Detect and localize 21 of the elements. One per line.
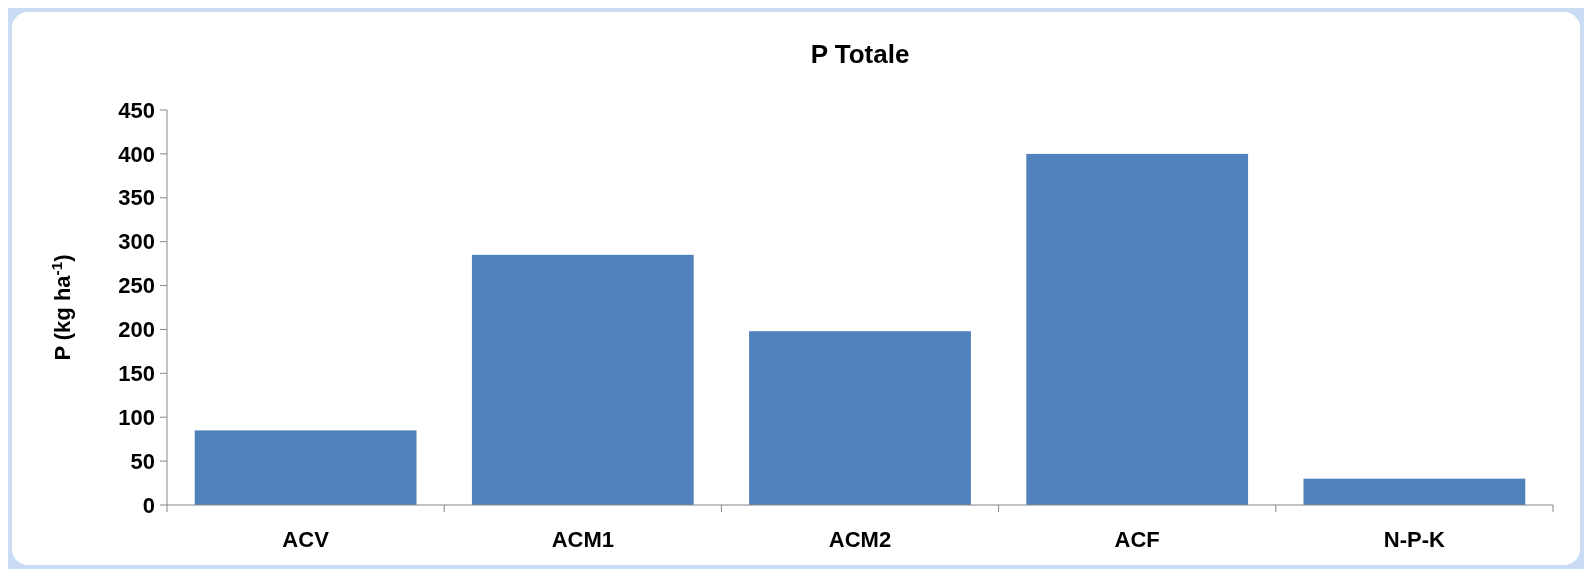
y-tick-label: 300 xyxy=(118,229,155,255)
x-tick-label: ACV xyxy=(282,527,330,552)
bar xyxy=(194,430,417,505)
bar xyxy=(471,254,694,505)
y-tick-label: 250 xyxy=(118,273,155,299)
y-tick-label: 400 xyxy=(118,141,155,167)
bar xyxy=(1303,478,1526,505)
y-tick-label: 0 xyxy=(142,492,155,518)
x-tick-label: ACM2 xyxy=(828,527,892,552)
y-tick-label: 350 xyxy=(118,185,155,211)
y-tick-label: 450 xyxy=(118,97,155,123)
bar xyxy=(1026,153,1249,505)
x-tick-label: N-P-K xyxy=(1383,527,1446,552)
y-tick-label: 150 xyxy=(118,361,155,387)
y-tick-label: 100 xyxy=(118,404,155,430)
bar xyxy=(749,331,971,505)
x-tick-label: ACM1 xyxy=(551,527,614,552)
chart-title: P Totale xyxy=(810,39,910,69)
y-tick-label: 50 xyxy=(130,448,155,474)
y-tick-label: 200 xyxy=(118,317,155,343)
x-tick-label: ACF xyxy=(1114,527,1160,552)
